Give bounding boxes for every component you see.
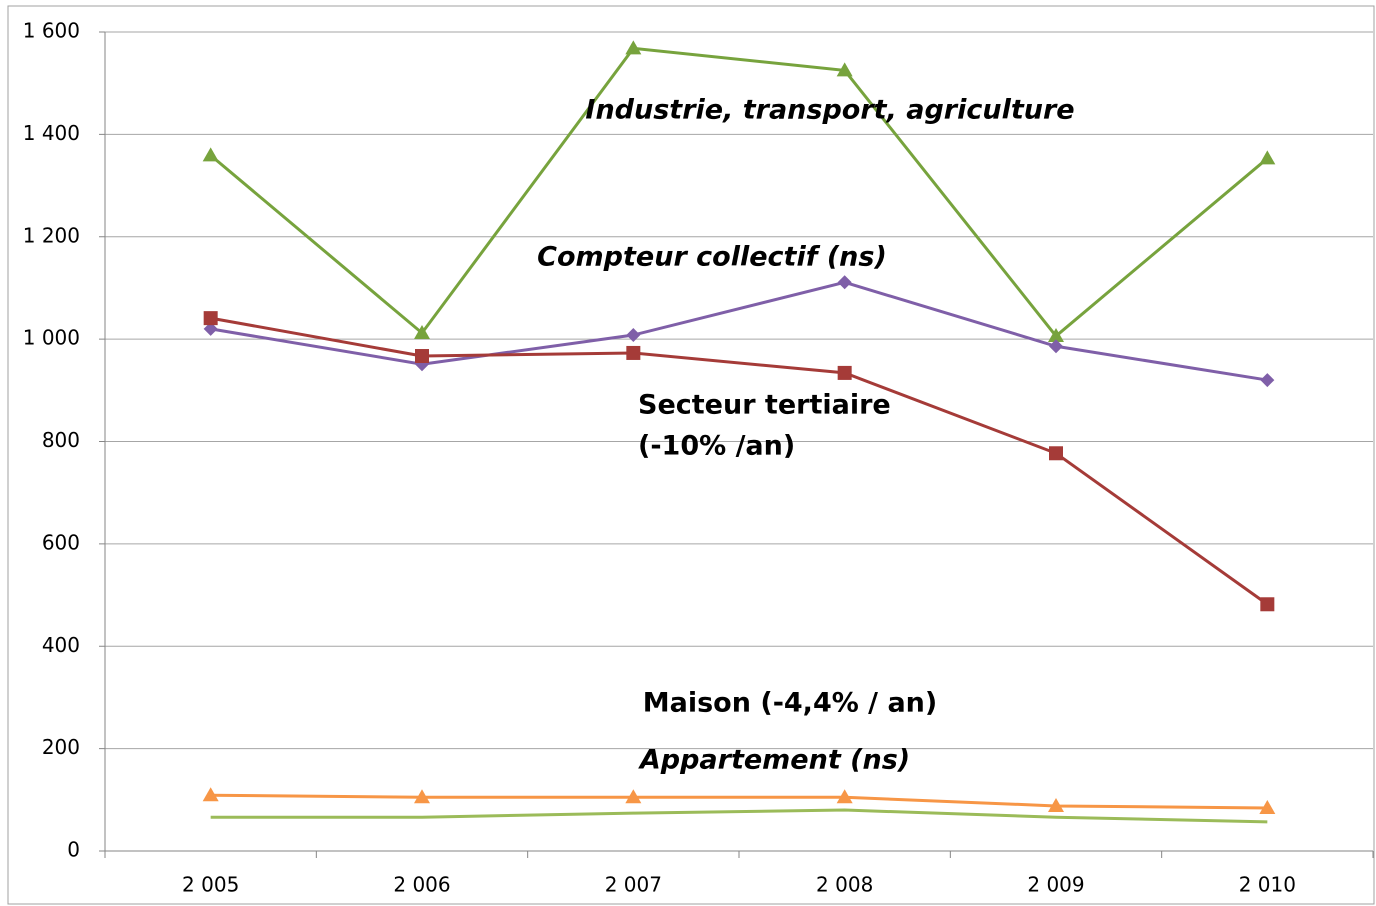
marker (414, 324, 430, 339)
series-label: (-10% /an) (638, 431, 795, 462)
series-line (210, 280, 1268, 382)
marker (1260, 597, 1275, 612)
y-tick-label: 200 (42, 735, 80, 759)
x-tick-label: 2 007 (605, 873, 662, 897)
x-tick-label: 2 008 (816, 873, 873, 897)
y-tick-label: 800 (42, 428, 80, 452)
series-line (210, 793, 1268, 810)
x-tick-label: 2 010 (1239, 873, 1296, 897)
marker (836, 62, 853, 77)
y-tick-label: 1 400 (23, 121, 80, 145)
marker (203, 321, 218, 336)
marker (1049, 339, 1063, 354)
series-label: Appartement (ns) (638, 745, 910, 776)
marker (625, 40, 642, 55)
marker (203, 311, 218, 326)
marker (1260, 373, 1275, 388)
series-label: Industrie, transport, agriculture (585, 95, 1074, 126)
chart-border (7, 5, 1375, 905)
series-line (209, 46, 1269, 339)
x-tick-label: 2 006 (393, 873, 450, 897)
y-tick-label: 1 600 (23, 19, 80, 43)
series-label: Secteur tertiaire (638, 390, 891, 421)
y-tick-label: 1 000 (23, 326, 80, 350)
marker (626, 345, 641, 360)
series-label: Compteur collectif (ns) (537, 242, 887, 273)
series-label: Maison (-4,4% / an) (643, 688, 937, 719)
y-tick-label: 600 (42, 530, 80, 554)
marker (202, 147, 219, 162)
x-tick-label: 2 009 (1027, 873, 1084, 897)
marker (625, 789, 642, 804)
marker (837, 365, 852, 380)
marker (837, 275, 852, 290)
series-line (210, 316, 1269, 606)
marker (202, 787, 219, 802)
marker (1048, 797, 1064, 812)
marker (1259, 150, 1276, 165)
y-tick-label: 1 200 (23, 223, 80, 247)
marker (836, 789, 853, 804)
x-tick-label: 2 005 (182, 873, 239, 897)
series-line (210, 808, 1268, 824)
marker (414, 789, 430, 804)
y-tick-label: 400 (42, 633, 80, 657)
marker (415, 349, 429, 364)
marker (626, 328, 641, 343)
y-tick-label: 0 (67, 838, 80, 862)
marker (1048, 328, 1064, 343)
marker (1049, 446, 1063, 461)
marker (1259, 800, 1276, 815)
